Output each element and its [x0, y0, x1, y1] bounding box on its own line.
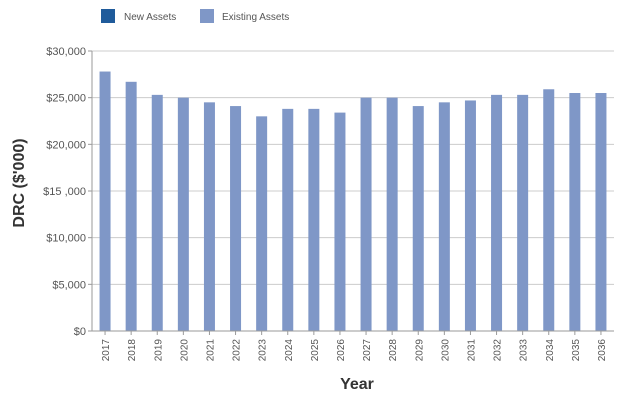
bar-existing-assets-2032 [491, 94, 503, 331]
x-tick-label-2018: 2018 [127, 339, 138, 362]
bar-existing-assets-2022 [230, 106, 242, 331]
bar-existing-assets-2019 [151, 94, 163, 331]
y-tick-label: $15 ,000 [43, 186, 86, 198]
bar-existing-assets-2036 [595, 93, 607, 331]
x-tick-label-2019: 2019 [153, 339, 164, 362]
bar-existing-assets-2033 [517, 94, 529, 331]
bar-existing-assets-2023 [256, 116, 268, 331]
x-tick-label-2032: 2032 [493, 339, 504, 362]
x-tick-label-2033: 2033 [519, 339, 530, 362]
bar-existing-assets-2026 [334, 112, 346, 331]
bar-existing-assets-2017 [99, 71, 111, 332]
bar-existing-assets-2029 [412, 106, 424, 331]
bar-existing-assets-2028 [386, 97, 398, 332]
bar-existing-assets-2021 [203, 102, 215, 331]
x-tick-label-2026: 2026 [336, 339, 347, 362]
x-tick-label-2035: 2035 [571, 339, 582, 362]
bar-existing-assets-2031 [464, 100, 476, 331]
x-tick-label-2031: 2031 [466, 339, 477, 362]
x-axis-ticks: 2017 2018 2019 2020 2021 2022 2023 2024 2025 2026… [101, 331, 608, 361]
legend-swatch-existing-assets [200, 9, 214, 23]
y-axis-ticks: $0 $5,000 $10,000 $15 ,000 $20,000 $25,000 $30… [43, 46, 92, 338]
bar-existing-assets-2030 [438, 102, 450, 331]
x-tick-label-2017: 2017 [101, 339, 112, 362]
x-axis-title: Year [340, 376, 374, 393]
y-tick-label: $0 [74, 326, 86, 338]
x-tick-label-2036: 2036 [597, 339, 608, 362]
x-tick-label-2034: 2034 [545, 339, 556, 362]
x-tick-label-2030: 2030 [440, 339, 451, 362]
x-tick-label-2021: 2021 [205, 339, 216, 362]
y-tick-label: $10,000 [46, 233, 86, 245]
bar-existing-assets-2020 [177, 97, 189, 332]
x-tick-label-2023: 2023 [258, 339, 269, 362]
legend-swatch-new-assets [101, 9, 115, 23]
x-tick-label-2022: 2022 [232, 339, 243, 362]
x-tick-label-2024: 2024 [284, 339, 295, 362]
bar-existing-assets-2025 [308, 108, 320, 331]
x-tick-label-2025: 2025 [310, 339, 321, 362]
y-tick-label: $20,000 [46, 139, 86, 151]
bar-existing-assets-2024 [282, 108, 294, 331]
bar-existing-assets-2035 [569, 93, 581, 331]
y-tick-label: $30,000 [46, 46, 86, 58]
y-tick-label: $5,000 [52, 279, 86, 291]
gridlines [92, 50, 614, 285]
x-tick-label-2028: 2028 [388, 339, 399, 362]
x-tick-label-2020: 2020 [179, 339, 190, 362]
legend-label-new-assets: New Assets [124, 12, 176, 23]
legend-label-existing-assets: Existing Assets [222, 12, 289, 23]
bar-existing-assets-2018 [125, 81, 137, 331]
bar-existing-assets-2034 [543, 89, 555, 332]
x-tick-label-2027: 2027 [362, 339, 373, 362]
y-tick-label: $25,000 [46, 93, 86, 105]
x-tick-label-2029: 2029 [414, 339, 425, 362]
bars [99, 71, 607, 332]
bar-existing-assets-2027 [360, 97, 372, 332]
legend: New Assets Existing Assets [101, 9, 289, 23]
y-axis-title: DRC ($'000) [11, 138, 28, 227]
